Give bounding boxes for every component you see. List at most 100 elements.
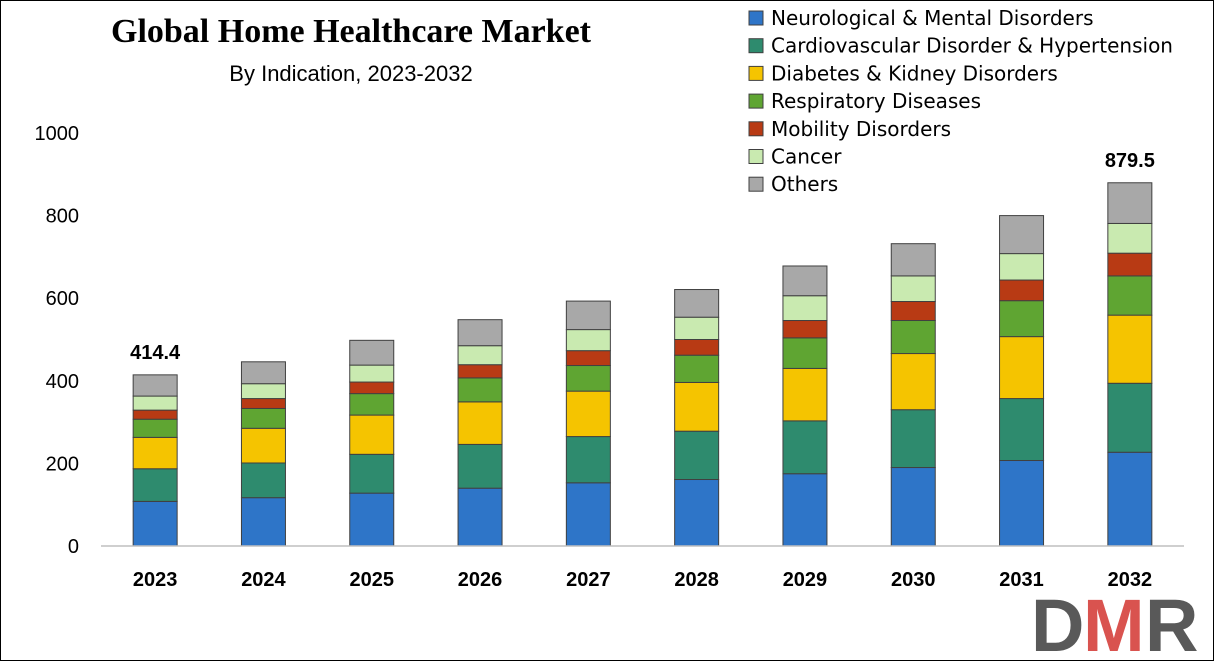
bar-segment-2029-5 xyxy=(782,320,828,339)
legend: Neurological & Mental Disorders Cardiovas… xyxy=(748,6,1173,196)
y-axis: 0 200 400 600 800 1000 xyxy=(35,123,80,558)
legend-label: Neurological & Mental Disorders xyxy=(771,6,1094,30)
chart-title: Global Home Healthcare Market xyxy=(111,13,591,50)
y-tick-label: 800 xyxy=(46,206,79,228)
bar-segment-2032-5 xyxy=(1107,252,1153,277)
bar-segment-2027-2 xyxy=(565,436,611,484)
x-tick-label: 2027 xyxy=(566,569,611,591)
legend-swatch xyxy=(748,93,764,109)
x-tick-label: 2031 xyxy=(999,569,1044,591)
bar-segment-2023-2 xyxy=(132,468,178,502)
x-tick-label: 2029 xyxy=(783,569,828,591)
data-label-2032: 879.5 xyxy=(1105,150,1155,172)
x-axis: 2023 2024 2025 2026 2027 2028 2029 2030 2031 2032 xyxy=(101,545,1184,591)
y-tick-label: 0 xyxy=(68,536,79,558)
bar-segment-2030-4 xyxy=(890,320,936,355)
bar-segment-2027-6 xyxy=(565,329,611,352)
bar-segment-2031-2 xyxy=(999,398,1045,462)
y-tick-label: 400 xyxy=(46,371,79,393)
bars xyxy=(132,182,1153,547)
logo-letter-d: D xyxy=(1031,584,1084,662)
bar-segment-2029-6 xyxy=(782,295,828,322)
legend-label: Diabetes & Kidney Disorders xyxy=(771,61,1058,85)
bar-segment-2024-6 xyxy=(240,383,286,400)
bar-segment-2023-4 xyxy=(132,418,178,438)
bar-segment-2030-7 xyxy=(890,243,936,277)
y-tick-label: 200 xyxy=(46,453,79,475)
bar-segment-2028-4 xyxy=(674,354,720,383)
x-tick-label: 2025 xyxy=(350,569,395,591)
legend-swatch xyxy=(748,10,764,26)
bar-segment-2024-1 xyxy=(240,497,286,547)
legend-label: Cardiovascular Disorder & Hypertension xyxy=(771,34,1173,58)
bar-segment-2026-4 xyxy=(457,377,503,403)
bar-segment-2026-3 xyxy=(457,401,503,445)
bar-segment-2025-2 xyxy=(349,453,395,494)
legend-swatch xyxy=(748,38,764,54)
bar-segment-2024-5 xyxy=(240,398,286,409)
bar-segment-2026-6 xyxy=(457,345,503,366)
bar-segment-2029-7 xyxy=(782,265,828,297)
bar-segment-2031-3 xyxy=(999,336,1045,400)
legend-label: Mobility Disorders xyxy=(771,117,951,141)
x-tick-label: 2032 xyxy=(1108,569,1153,591)
bar-segment-2028-5 xyxy=(674,339,720,356)
legend-swatch xyxy=(748,149,764,164)
bar-segment-2032-2 xyxy=(1107,382,1153,453)
bar-segment-2028-6 xyxy=(674,316,720,340)
bar-segment-2030-6 xyxy=(890,275,936,303)
bar-segment-2024-2 xyxy=(240,462,286,499)
bar-segment-2024-7 xyxy=(240,361,286,385)
logo-letter-r: R xyxy=(1145,584,1198,662)
bar-segment-2029-1 xyxy=(782,473,828,547)
data-label-2023: 414.4 xyxy=(130,342,181,364)
bar-segment-2029-2 xyxy=(782,420,828,475)
x-tick-label: 2023 xyxy=(133,569,178,591)
bar-segment-2029-3 xyxy=(782,367,828,422)
bar-segment-2028-1 xyxy=(674,479,720,547)
bar-segment-2025-3 xyxy=(349,414,395,455)
bar-segment-2027-3 xyxy=(565,390,611,438)
bar-segment-2023-7 xyxy=(132,374,178,397)
x-tick-label: 2024 xyxy=(241,569,286,591)
bar-segment-2030-2 xyxy=(890,409,936,469)
bar-segment-2025-4 xyxy=(349,393,395,416)
bar-segment-2024-4 xyxy=(240,407,286,429)
legend-label: Others xyxy=(771,172,838,196)
bar-segment-2027-4 xyxy=(565,365,611,392)
bar-segment-2026-1 xyxy=(457,487,503,547)
bar-segment-2025-1 xyxy=(349,492,395,547)
bar-segment-2026-2 xyxy=(457,443,503,489)
y-tick-label: 1000 xyxy=(35,123,80,145)
x-tick-label: 2026 xyxy=(458,569,503,591)
bar-segment-2031-1 xyxy=(999,460,1045,547)
x-tick-label: 2030 xyxy=(891,569,936,591)
legend-swatch xyxy=(748,121,764,137)
bar-segment-2023-3 xyxy=(132,436,178,470)
bar-segment-2031-6 xyxy=(999,253,1045,281)
bar-segment-2032-3 xyxy=(1107,314,1153,384)
bar-segment-2027-1 xyxy=(565,482,611,547)
bar-segment-2031-5 xyxy=(999,279,1045,302)
bar-segment-2030-1 xyxy=(890,467,936,547)
legend-label: Respiratory Diseases xyxy=(771,89,981,113)
bar-segment-2032-1 xyxy=(1107,451,1153,547)
bar-segment-2030-5 xyxy=(890,301,936,322)
bar-segment-2025-5 xyxy=(349,381,395,395)
bar-segment-2030-3 xyxy=(890,353,936,411)
logo-letter-m: M xyxy=(1083,584,1145,662)
legend-swatch xyxy=(748,65,764,81)
bar-segment-2032-4 xyxy=(1107,275,1153,316)
bar-segment-2026-5 xyxy=(457,364,503,379)
bar-segment-2028-3 xyxy=(674,381,720,432)
bar-segment-2029-4 xyxy=(782,337,828,369)
dmr-logo: D M R xyxy=(1031,584,1198,662)
legend-label: Cancer xyxy=(771,145,842,169)
bar-segment-2025-6 xyxy=(349,364,395,383)
bar-segment-2031-7 xyxy=(999,215,1045,255)
bar-segment-2032-7 xyxy=(1107,182,1153,224)
data-labels: 414.4 879.5 xyxy=(130,150,1155,364)
chart-subtitle: By Indication, 2023-2032 xyxy=(229,61,473,86)
